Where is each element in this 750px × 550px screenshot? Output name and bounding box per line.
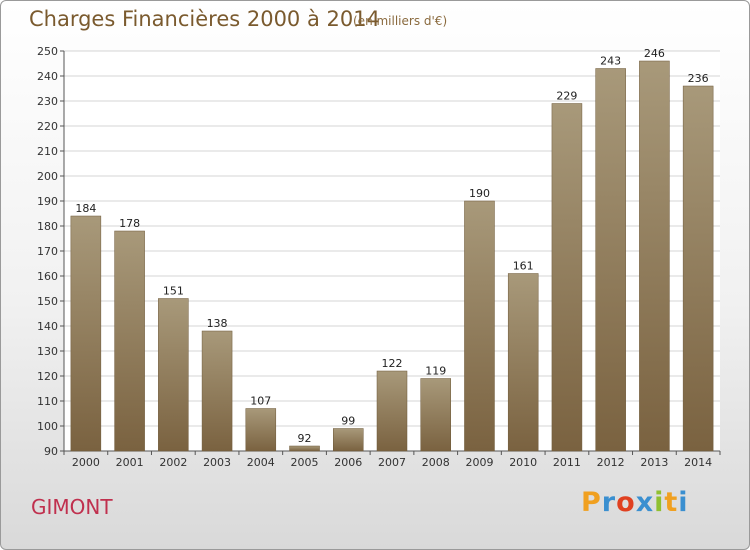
y-tick-label: 180	[37, 220, 58, 233]
bar-2001	[114, 230, 145, 452]
bar-2005	[289, 445, 320, 452]
data-label-2002: 151	[163, 285, 184, 298]
bar-2008	[420, 378, 451, 452]
logo-letter: o	[616, 487, 636, 518]
logo-letter: t	[664, 487, 679, 518]
y-tick-label: 90	[44, 445, 58, 458]
proxiti-logo: Proxiti	[581, 487, 689, 518]
y-tick-label: 160	[37, 270, 58, 283]
bar-2000	[70, 215, 102, 452]
x-tick-label-2013: 2013	[640, 456, 668, 469]
logo-letter: i	[678, 487, 689, 518]
bar-2013	[639, 60, 670, 452]
x-tick-label-2004: 2004	[247, 456, 275, 469]
x-tick-label-2008: 2008	[422, 456, 450, 469]
data-label-2010: 161	[513, 260, 534, 273]
x-tick-label-2011: 2011	[553, 456, 581, 469]
y-tick-label: 240	[37, 70, 58, 83]
y-tick-label: 120	[37, 370, 58, 383]
x-tick-label-2006: 2006	[334, 456, 362, 469]
logo-letter: P	[581, 487, 602, 518]
data-label-2013: 246	[644, 47, 665, 60]
x-tick-label-2012: 2012	[597, 456, 625, 469]
data-label-2001: 178	[119, 217, 140, 230]
city-name: GIMONT	[31, 495, 113, 519]
data-label-2006: 99	[341, 415, 355, 428]
chart-subtitle: (en milliers d'€)	[353, 14, 448, 28]
y-tick-label: 250	[37, 45, 58, 58]
chart-title: Charges Financières 2000 à 2014	[29, 7, 380, 31]
logo-letter: i	[654, 487, 665, 518]
x-tick-label-2005: 2005	[291, 456, 319, 469]
x-tick-label-2007: 2007	[378, 456, 406, 469]
y-tick-label: 220	[37, 120, 58, 133]
bar-2014	[682, 85, 714, 452]
y-tick-label: 170	[37, 245, 58, 258]
y-tick-label: 110	[37, 395, 58, 408]
data-label-2003: 138	[207, 317, 228, 330]
bar-2004	[245, 408, 277, 452]
x-tick-label-2002: 2002	[159, 456, 187, 469]
y-tick-label: 190	[37, 195, 58, 208]
data-label-2011: 229	[556, 90, 577, 103]
x-tick-label-2001: 2001	[116, 456, 144, 469]
data-label-2004: 107	[250, 395, 271, 408]
data-label-2009: 190	[469, 187, 490, 200]
y-tick-label: 230	[37, 95, 58, 108]
data-label-2014: 236	[688, 72, 709, 85]
y-tick-label: 150	[37, 295, 58, 308]
x-tick-label-2003: 2003	[203, 456, 231, 469]
data-label-2007: 122	[382, 357, 403, 370]
data-label-2008: 119	[425, 365, 446, 378]
y-tick-label: 200	[37, 170, 58, 183]
bar-2007	[376, 370, 408, 452]
bar-2010	[507, 273, 539, 452]
bar-2012	[595, 68, 626, 452]
x-tick-label-2009: 2009	[465, 456, 493, 469]
logo-letter: x	[635, 487, 655, 518]
bar-2006	[333, 428, 364, 452]
bar-2011	[551, 103, 583, 452]
bar-2003	[201, 330, 233, 452]
x-tick-label-2010: 2010	[509, 456, 537, 469]
x-tick-label-2014: 2014	[684, 456, 712, 469]
data-label-2012: 243	[600, 55, 621, 68]
data-label-2005: 92	[298, 432, 312, 445]
y-tick-label: 140	[37, 320, 58, 333]
y-tick-label: 210	[37, 145, 58, 158]
logo-letter: r	[601, 487, 617, 518]
x-tick-label-2000: 2000	[72, 456, 100, 469]
data-label-2000: 184	[75, 202, 96, 215]
bar-2009	[464, 200, 495, 452]
y-tick-label: 100	[37, 420, 58, 433]
bar-2002	[158, 298, 189, 452]
y-tick-label: 130	[37, 345, 58, 358]
